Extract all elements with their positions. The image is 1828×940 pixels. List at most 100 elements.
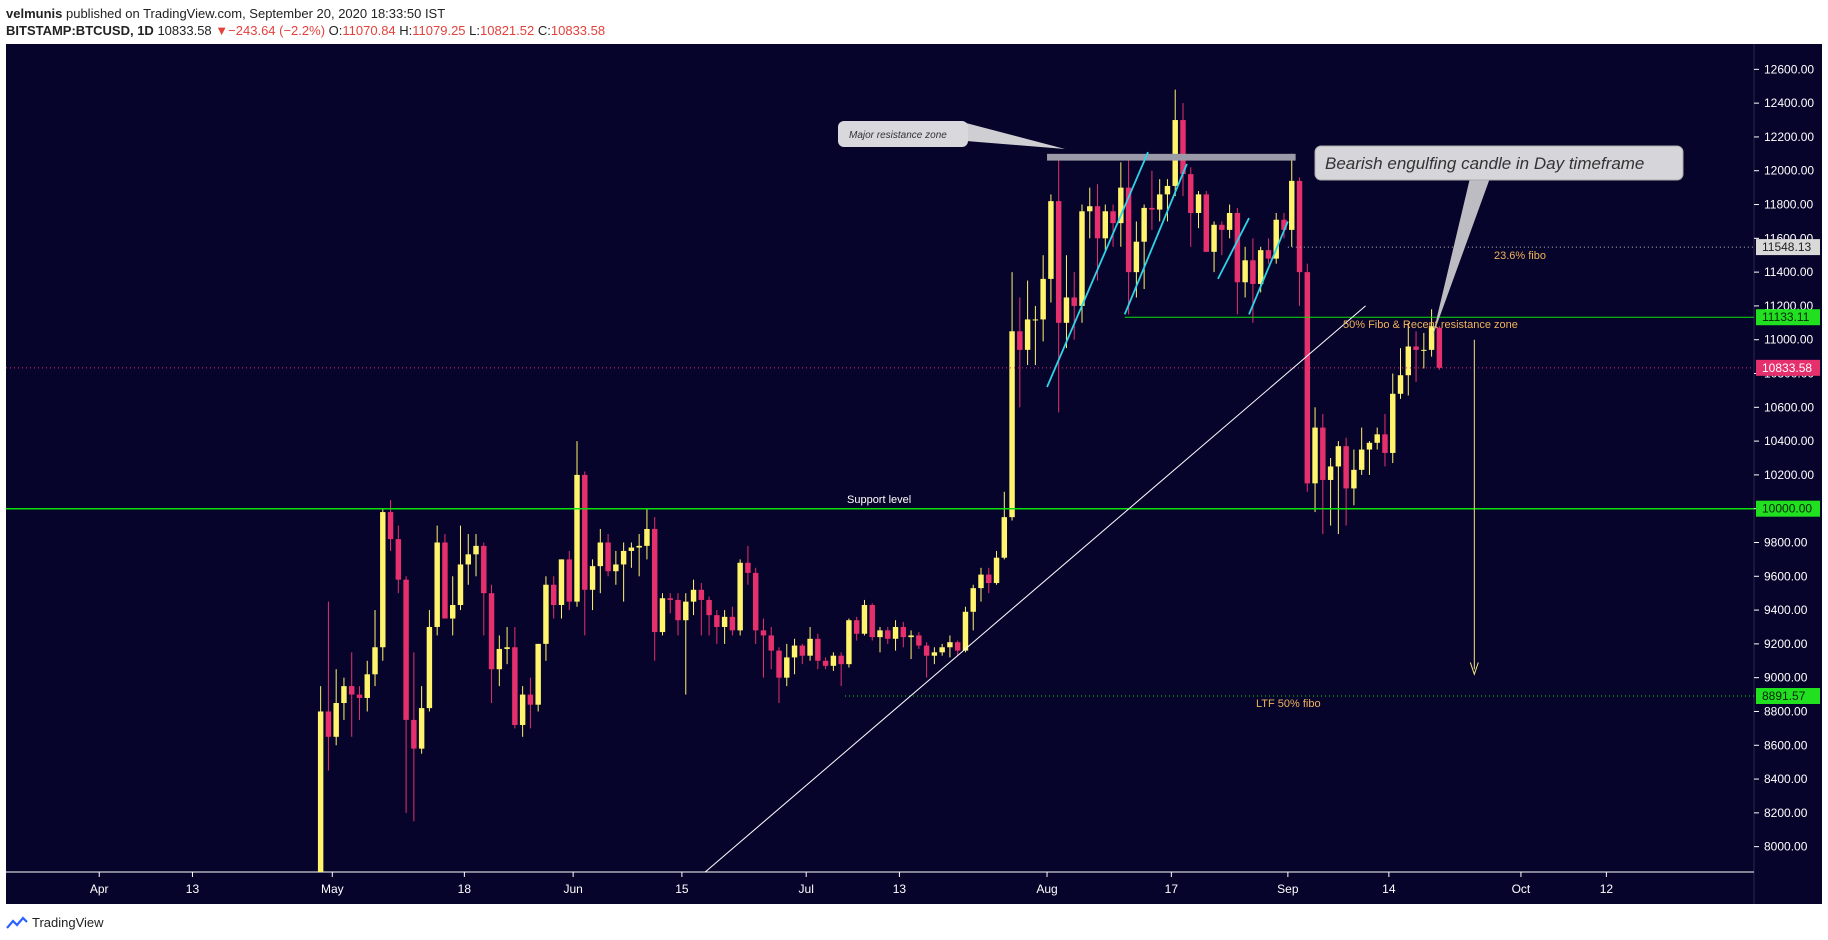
candle-body	[776, 650, 782, 678]
candle-body	[605, 542, 611, 572]
candle-body	[1071, 297, 1077, 306]
candle-body	[418, 708, 425, 749]
y-tick-label: 8600.00	[1764, 738, 1808, 752]
x-tick-label: May	[321, 882, 344, 896]
candle-body	[473, 545, 479, 555]
candle-body	[667, 598, 673, 600]
low-label: L:	[469, 23, 481, 38]
x-tick-label: 18	[458, 882, 472, 896]
candle-body	[947, 642, 953, 648]
price-axis[interactable]: 12600.00 12400.00 12200.00 12000.00 11800.00…	[1754, 62, 1814, 854]
candle-body	[434, 542, 440, 627]
tradingview-footer: TradingView	[6, 914, 104, 934]
candle-body	[698, 589, 705, 600]
y-tick-label: 11000.00	[1764, 333, 1813, 347]
candle-body	[846, 620, 852, 665]
y-tick-label: 12000.00	[1764, 164, 1814, 178]
publisher-username[interactable]: velmunis	[6, 6, 63, 21]
x-tick-label: Apr	[90, 882, 109, 896]
channel-line	[1217, 217, 1250, 280]
candle-body	[651, 528, 658, 633]
candle-body	[1118, 187, 1124, 224]
candle-body	[1188, 174, 1194, 213]
y-tick-label: 9800.00	[1764, 535, 1808, 549]
price-change: −243.64 (−2.2%)	[228, 23, 326, 38]
candle-body	[690, 589, 697, 602]
candle-body	[1102, 211, 1109, 239]
resistance-zone-band	[1047, 153, 1296, 161]
y-tick-label: 9200.00	[1764, 637, 1808, 651]
candle-body	[1048, 201, 1054, 279]
y-tick-label: 8800.00	[1764, 704, 1808, 718]
high-value: 11079.25	[412, 23, 466, 38]
resistance-callout-tail	[966, 123, 1065, 149]
candle-body	[1063, 297, 1070, 323]
candle-body	[714, 615, 720, 627]
channel-line	[1248, 221, 1289, 315]
candle-body	[341, 686, 347, 704]
candle-body	[317, 711, 324, 872]
candle-body	[1296, 180, 1303, 273]
candle-body	[1343, 446, 1349, 489]
candle-body	[1250, 260, 1256, 284]
candle-body	[822, 660, 829, 666]
price-labels: 11548.13 11133.11 10833.58 10000.00 8891.57	[1756, 239, 1820, 704]
y-tick-label: 11800.00	[1764, 198, 1813, 212]
candle-body	[752, 572, 759, 631]
candle-body	[372, 647, 378, 675]
candle-body	[465, 554, 471, 565]
candle-body	[877, 630, 883, 638]
last-price: 10833.58	[157, 23, 212, 38]
price-label-text: 8891.57	[1762, 689, 1806, 703]
candle-body	[659, 598, 666, 633]
candle-body	[1094, 206, 1101, 239]
candle-body	[1009, 331, 1015, 518]
time-axis-background	[6, 872, 1754, 904]
y-tick-label: 10400.00	[1764, 434, 1814, 448]
candle-body	[900, 626, 907, 638]
candle-body	[457, 564, 464, 606]
candle-body	[745, 562, 751, 573]
candle-body	[566, 559, 572, 602]
candle-body	[589, 566, 596, 590]
price-label-text: 11133.11	[1762, 310, 1810, 324]
projection-arrow-head	[1469, 662, 1479, 676]
candle-body	[1040, 278, 1046, 320]
candle-body	[807, 638, 813, 656]
fibo-236-label: 23.6% fibo	[1494, 250, 1546, 262]
candle-body	[784, 657, 790, 678]
candle-body	[364, 674, 370, 698]
fibo-50-label: 50% Fibo & Recent resistance zone	[1343, 319, 1518, 331]
candle-body	[395, 539, 402, 580]
candle-body	[1203, 194, 1210, 252]
time-axis[interactable]: Apr 13 May 18 Jun 15 Jul 13 Aug 17 Sep 14 Oct 12	[90, 872, 1614, 896]
candle-body	[760, 630, 767, 636]
publisher-line: velmunis published on TradingView.com, S…	[6, 6, 445, 21]
candle-body	[535, 643, 541, 705]
candle-body	[1413, 346, 1419, 350]
y-tick-label: 8000.00	[1764, 840, 1808, 854]
candle-body	[558, 559, 565, 606]
candle-body	[729, 616, 736, 631]
candle-body	[628, 547, 635, 551]
candle-body	[1397, 375, 1404, 394]
bearish-callout-text: Bearish engulfing candle in Day timefram…	[1325, 154, 1644, 173]
candle-body	[885, 630, 891, 639]
candle-body	[815, 638, 821, 661]
candle-body	[892, 626, 899, 639]
low-value: 10821.52	[480, 23, 535, 38]
open-label: O:	[328, 23, 343, 38]
candle-body	[1032, 319, 1039, 321]
annotations: Major resistance zone Bearish engulfing c…	[838, 121, 1684, 710]
candle-body	[504, 647, 510, 649]
price-axis-background	[1754, 44, 1822, 904]
candle-body	[519, 694, 526, 725]
brand-name[interactable]: TradingView	[32, 915, 104, 931]
y-tick-label: 9000.00	[1764, 671, 1808, 685]
candle-body	[574, 474, 580, 602]
candle-body	[1226, 212, 1233, 230]
candle-body	[613, 564, 619, 572]
candle-body	[1382, 434, 1388, 453]
candle-body	[496, 648, 503, 670]
